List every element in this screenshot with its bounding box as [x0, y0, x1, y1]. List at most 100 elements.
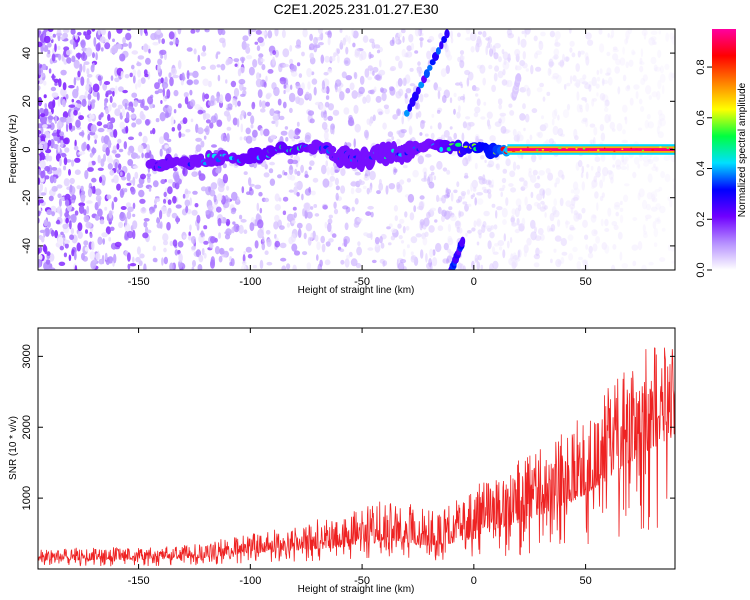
spectrogram-speckle	[203, 240, 209, 245]
spectrogram-speckle	[111, 201, 115, 211]
snr-x-tick-label: -100	[239, 575, 261, 587]
spectrogram-speckle	[60, 116, 67, 123]
spectrogram-speckle	[327, 115, 334, 121]
spectrogram-speckle	[392, 114, 398, 120]
spectrogram-speckle	[215, 53, 219, 60]
spectrogram-speckle	[419, 93, 424, 103]
spectrogram-speckle	[381, 92, 387, 102]
spectrogram-speckle	[604, 99, 610, 107]
spectrogram-speckle	[510, 187, 517, 193]
spectrogram-speckle	[667, 196, 671, 201]
spectrogram-speckle	[197, 54, 201, 63]
spectrogram-speckle	[417, 155, 424, 165]
spectrogram-speckle	[496, 206, 503, 211]
spectrogram-speckle	[484, 159, 487, 163]
spectrogram-speckle	[520, 38, 527, 48]
spectrogram-speckle	[490, 225, 494, 230]
spectrogram-speckle	[155, 118, 160, 123]
spectrogram-speckle	[592, 136, 596, 147]
spectrogram-speckle	[245, 246, 252, 253]
spectrogram-speckle	[240, 93, 246, 97]
spectrogram-speckle	[427, 176, 431, 186]
spectrogram-speckle	[457, 195, 463, 203]
spectrogram-speckle	[97, 208, 103, 217]
spectrogram-speckle	[126, 230, 134, 239]
spectrogram-speckle	[241, 260, 247, 266]
spectrogram-speckle	[549, 30, 556, 38]
spectrogram-speckle	[601, 94, 609, 103]
spectrogram-speckle	[226, 113, 232, 122]
spectrogram-speckle	[60, 152, 66, 157]
spectrogram-speckle	[645, 217, 648, 222]
spectrogram-speckle	[615, 58, 621, 66]
spectrogram-speckle	[177, 123, 182, 131]
spectrogram-speckle	[38, 69, 41, 76]
spectrogram-speckle	[554, 42, 561, 47]
spectrogram-speckle	[637, 163, 641, 169]
spectrogram-speckle	[534, 226, 537, 234]
spectrogram-speckle	[78, 151, 86, 155]
spectrogram-speckle	[51, 185, 58, 192]
spectrogram-speckle	[565, 200, 572, 208]
spectrogram-speckle	[480, 155, 485, 160]
spectrogram-speckle	[547, 67, 551, 77]
spectrogram-speckle	[85, 47, 93, 57]
spectrogram-speckle	[577, 213, 583, 220]
spectrogram-speckle	[619, 214, 624, 224]
spectrogram-speckle	[171, 212, 178, 219]
spectrogram-speckle	[658, 186, 663, 192]
spectrogram-speckle	[383, 104, 389, 110]
spectrogram-speckle	[42, 244, 47, 253]
spectrogram-speckle	[178, 253, 183, 263]
spectrogram-speckle	[241, 186, 245, 194]
spectrogram-speckle	[178, 131, 182, 139]
spectrogram-speckle	[218, 255, 223, 263]
spectrogram-speckle	[292, 206, 297, 211]
spectrogram-streak-blob	[415, 86, 421, 95]
spectrogram-speckle	[148, 186, 152, 192]
spectrogram-speckle	[120, 171, 123, 177]
spectrogram-speckle	[98, 258, 104, 265]
spectrogram-speckle	[279, 242, 287, 249]
spectrogram-speckle	[607, 170, 613, 175]
spectrogram-speckle	[406, 178, 411, 183]
spectrogram-speckle	[654, 66, 662, 72]
spectrogram-speckle	[210, 236, 216, 244]
spectrogram-speckle	[435, 242, 442, 253]
spectrogram-speckle	[109, 169, 115, 176]
spectrogram-speckle	[106, 154, 113, 164]
spectrogram-speckle	[66, 49, 71, 56]
spectrogram-speckle	[508, 183, 514, 187]
spectrogram-speckle	[103, 81, 111, 85]
spectrogram-speckle	[44, 165, 51, 172]
spectrogram-speckle	[38, 259, 42, 268]
spectrogram-speckle	[289, 164, 293, 170]
spectrogram-speckle	[297, 87, 304, 97]
spectrogram-speckle	[562, 53, 565, 64]
spectrogram-speckle	[270, 134, 277, 140]
spectrogram-speckle	[66, 116, 72, 123]
spectrogram-speckle	[653, 41, 657, 45]
spectrogram-speckle	[152, 245, 156, 252]
spectrogram-speckle	[64, 193, 71, 202]
spectrogram-speckle	[382, 122, 387, 130]
spectrogram-speckle	[372, 66, 379, 73]
spectrogram-speckle	[670, 72, 675, 78]
spectrogram-speckle	[400, 129, 407, 134]
spectrogram-speckle	[60, 36, 65, 41]
spectrogram-speckle	[144, 73, 149, 78]
spectrogram-speckle	[549, 227, 554, 232]
spectrogram-speckle	[657, 216, 661, 223]
spectrogram-speckle	[600, 154, 606, 162]
spectrogram-speckle	[177, 29, 182, 35]
spectrogram-speckle	[71, 55, 76, 63]
spectrogram-speckle	[374, 236, 380, 245]
spectrogram-speckle	[414, 29, 420, 37]
spectrogram-speckle	[209, 122, 214, 129]
spectrogram-speckle	[44, 175, 50, 180]
colorbar-tick-label: 0.0	[695, 262, 707, 277]
spectrogram-speckle	[71, 199, 75, 204]
spectrogram-speckle	[249, 222, 255, 232]
spectrogram-speckle	[93, 134, 98, 140]
spectrogram-speckle	[651, 166, 658, 171]
